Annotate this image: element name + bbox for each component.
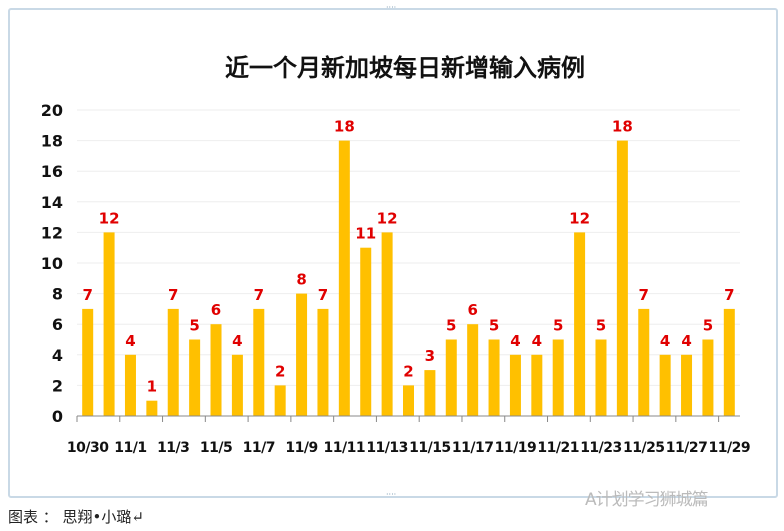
watermark: A计划学习狮城篇 <box>585 490 709 510</box>
data-label: 12 <box>99 209 120 227</box>
bar <box>445 339 457 416</box>
resize-handle-top[interactable]: ···· <box>386 3 397 12</box>
data-label: 6 <box>467 301 477 319</box>
bar <box>595 339 607 416</box>
data-label: 5 <box>553 317 563 335</box>
bar <box>124 354 136 416</box>
x-tick-label: 11/19 <box>495 440 537 456</box>
y-tick-label: 8 <box>52 285 63 304</box>
bar <box>231 354 243 416</box>
data-label: 3 <box>425 347 435 365</box>
bar <box>488 339 500 416</box>
x-tick-label: 11/9 <box>285 440 317 456</box>
x-tick-label: 11/29 <box>709 440 751 456</box>
data-label: 2 <box>275 362 285 380</box>
x-tick-label: 11/23 <box>580 440 622 456</box>
bar <box>424 370 436 416</box>
bar <box>146 400 158 416</box>
bar <box>381 232 393 416</box>
bar <box>509 354 521 416</box>
y-tick-label: 16 <box>41 162 63 181</box>
y-tick-label: 18 <box>41 132 63 151</box>
bar <box>338 140 350 416</box>
x-tick-label: 11/7 <box>243 440 275 456</box>
data-label: 4 <box>532 332 542 350</box>
data-label: 7 <box>724 286 734 304</box>
y-tick-label: 6 <box>52 315 63 334</box>
data-label: 11 <box>355 225 376 243</box>
x-tick-label: 11/25 <box>623 440 665 456</box>
data-label: 12 <box>569 209 590 227</box>
data-label: 5 <box>189 317 199 335</box>
data-label: 7 <box>82 286 92 304</box>
data-label: 4 <box>125 332 135 350</box>
bar <box>82 308 94 416</box>
resize-handle-bottom[interactable]: ···· <box>386 490 397 499</box>
x-tick-label: 11/17 <box>452 440 494 456</box>
x-tick-label: 11/5 <box>200 440 232 456</box>
bar <box>467 324 479 416</box>
x-tick-label: 11/15 <box>409 440 451 456</box>
y-tick-label: 10 <box>41 254 63 273</box>
bar <box>659 354 671 416</box>
y-tick-label: 12 <box>41 223 63 242</box>
data-label: 8 <box>296 271 306 289</box>
y-tick-label: 20 <box>41 101 63 120</box>
data-label: 4 <box>681 332 691 350</box>
chart-title: 近一个月新加坡每日新增输入病例 <box>225 54 585 82</box>
bar <box>702 339 714 416</box>
bar <box>167 308 179 416</box>
bar <box>638 308 650 416</box>
data-label: 1 <box>147 378 157 396</box>
x-tick-label: 10/30 <box>67 440 109 456</box>
bar <box>189 339 201 416</box>
bar <box>531 354 543 416</box>
data-label: 5 <box>703 317 713 335</box>
data-label: 7 <box>639 286 649 304</box>
x-tick-label: 11/27 <box>666 440 708 456</box>
data-label: 5 <box>489 317 499 335</box>
data-label: 12 <box>377 209 398 227</box>
bar <box>296 293 308 416</box>
bar <box>274 385 286 416</box>
y-tick-label: 4 <box>52 346 63 365</box>
bar <box>103 232 115 416</box>
data-label: 6 <box>211 301 221 319</box>
data-label: 18 <box>612 118 633 136</box>
bar-chart: 近一个月新加坡每日新增输入病例 712417564728718111223565… <box>41 54 751 456</box>
x-tick-label: 11/21 <box>537 440 579 456</box>
data-label: 5 <box>596 317 606 335</box>
y-tick-label: 2 <box>52 376 63 395</box>
data-label: 4 <box>232 332 242 350</box>
data-label: 4 <box>660 332 670 350</box>
data-label: 5 <box>446 317 456 335</box>
data-label: 7 <box>318 286 328 304</box>
bar <box>253 308 265 416</box>
bar <box>681 354 693 416</box>
x-tick-label: 11/1 <box>114 440 146 456</box>
data-label: 7 <box>254 286 264 304</box>
bar <box>317 308 329 416</box>
data-label: 18 <box>334 118 355 136</box>
bar <box>723 308 735 416</box>
bar <box>210 324 222 416</box>
data-label: 7 <box>168 286 178 304</box>
bar <box>360 247 372 416</box>
x-tick-label: 11/11 <box>324 440 366 456</box>
bar <box>403 385 414 416</box>
y-tick-label: 0 <box>52 407 63 426</box>
bar <box>616 140 628 416</box>
data-label: 2 <box>403 362 413 380</box>
x-tick-label: 11/13 <box>366 440 408 456</box>
data-label: 4 <box>510 332 520 350</box>
caption: 图表 ： 思翔•小璐↵ <box>8 508 144 526</box>
y-tick-label: 14 <box>41 193 63 212</box>
x-tick-label: 11/3 <box>157 440 189 456</box>
bar <box>552 339 564 416</box>
bar <box>574 232 586 416</box>
